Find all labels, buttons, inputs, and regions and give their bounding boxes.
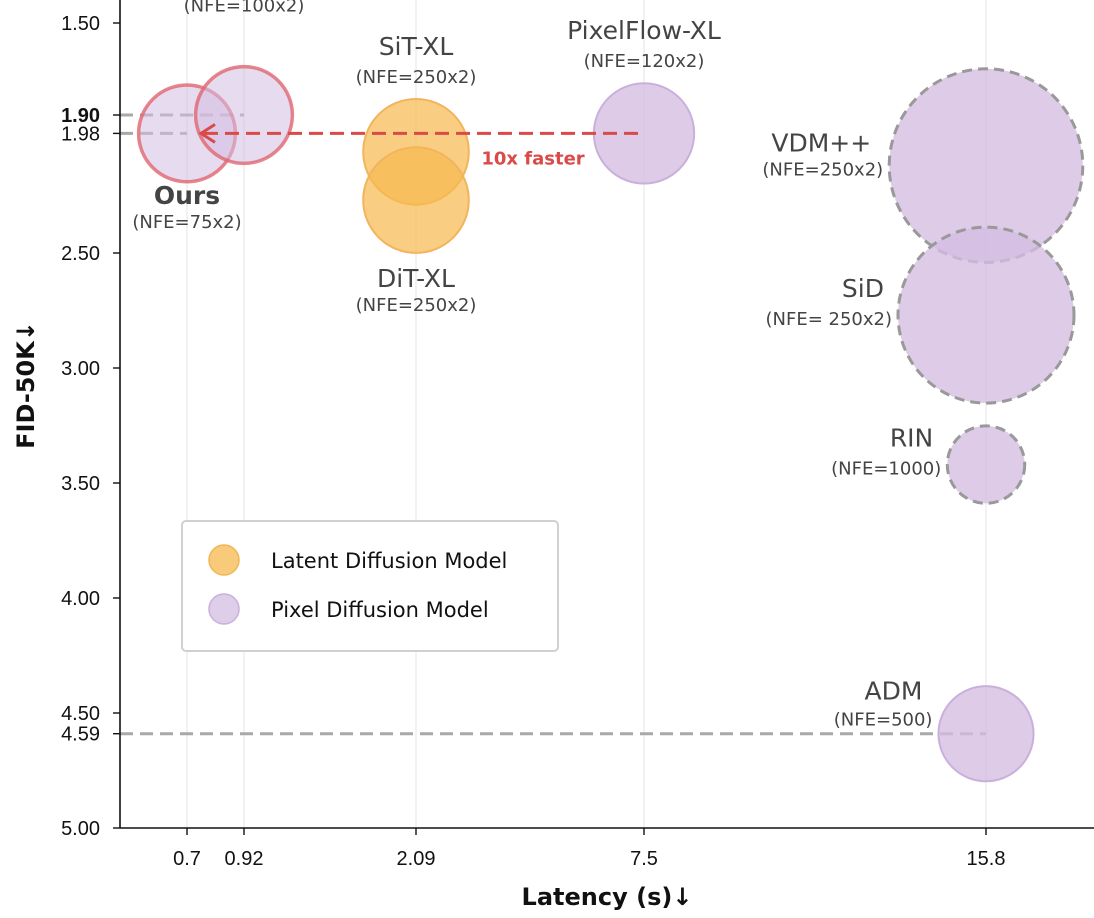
- y-tick-label: 5.00: [61, 818, 100, 840]
- bubble-rin-7: [945, 424, 1027, 505]
- bubble-name-label: VDM++: [771, 129, 871, 158]
- x-tick-label: 0.92: [225, 848, 264, 870]
- bubble-labels: Ours(NFE=75x2)Ours(NFE=100x2)SiT-XL(NFE=…: [132, 0, 941, 731]
- bubble-nfe-label: (NFE=250x2): [356, 295, 477, 316]
- x-tick-label: 7.5: [630, 848, 658, 870]
- y-tick-label: 4.00: [61, 588, 100, 610]
- bubble-sid-6: [896, 225, 1076, 405]
- x-tick-label: 0.7: [173, 848, 201, 870]
- bubble-name-label: SiT-XL: [379, 32, 454, 61]
- bubble-name-label: ADM: [865, 677, 923, 706]
- speedup-arrow: 10x faster: [198, 123, 638, 169]
- bubble-name-label: Ours: [154, 181, 220, 210]
- legend-label-latent: Latent Diffusion Model: [271, 549, 507, 573]
- bubble-dit-xl-3: [362, 146, 470, 254]
- bubble-name-label: SiD: [842, 274, 884, 303]
- bubble-nfe-label: (NFE=120x2): [584, 51, 705, 72]
- y-tick-label: 1.98: [61, 123, 100, 145]
- y-tick-label: 4.50: [61, 703, 100, 725]
- y-axis-label: FID-50K↓: [12, 321, 40, 449]
- legend-label-pixel: Pixel Diffusion Model: [271, 598, 489, 622]
- bubble-adm-8: [937, 685, 1035, 783]
- bubble-name-label: RIN: [890, 424, 933, 453]
- bubble-nfe-label: (NFE=75x2): [132, 212, 241, 233]
- ticks: 0.7 0.92 2.09 7.5 15.8 1.50 1.901.98 2.50 3.00 3.…: [61, 13, 1005, 870]
- y-tick-label: 1.50: [61, 13, 100, 35]
- legend-box: [181, 520, 559, 652]
- x-tick-label: 15.8: [967, 848, 1006, 870]
- legend-marker-pixel: [208, 593, 240, 625]
- bubble-nfe-label: (NFE=250x2): [356, 67, 477, 88]
- bubble-nfe-label: (NFE=1000): [831, 459, 941, 480]
- x-axis-label: Latency (s)↓: [522, 883, 693, 911]
- bubble-name-label: DiT-XL: [377, 264, 455, 293]
- bubbles: [136, 64, 1085, 783]
- legend: Latent Diffusion Model Pixel Diffusion Mo…: [181, 520, 559, 652]
- y-tick-label: 3.50: [61, 473, 100, 495]
- bubble-nfe-label: (NFE=250x2): [762, 160, 883, 181]
- bubble-ours-1: [193, 64, 295, 166]
- x-tick-label: 2.09: [397, 848, 436, 870]
- arrow-head: [198, 123, 216, 144]
- bubble-name-label: PixelFlow-XL: [567, 16, 721, 45]
- legend-marker-latent: [208, 544, 240, 576]
- bubble-nfe-label: (NFE=500): [834, 710, 933, 731]
- y-tick-label: 1.90: [61, 105, 100, 127]
- bubble-nfe-label: (NFE= 250x2): [765, 309, 892, 330]
- y-tick-label: 4.59: [61, 724, 100, 746]
- bubble-nfe-label: (NFE=100x2): [184, 0, 305, 17]
- arrow-label: 10x faster: [481, 148, 584, 169]
- axes: [119, 0, 1094, 829]
- y-tick-label: 2.50: [61, 243, 100, 265]
- y-tick-label: 3.00: [61, 358, 100, 380]
